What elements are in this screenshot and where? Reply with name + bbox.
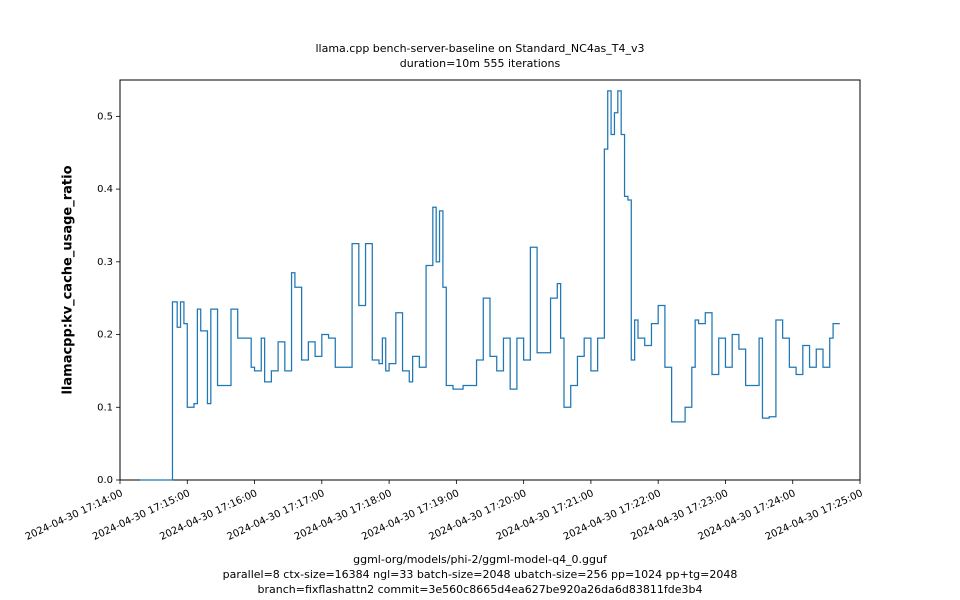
y-tick-label: 0.5 [97, 111, 113, 122]
y-tick-label: 0.4 [97, 184, 113, 195]
footer-line-2: parallel=8 ctx-size=16384 ngl=33 batch-s… [0, 568, 960, 583]
chart-svg: 0.00.10.20.30.40.52024-04-30 17:14:00202… [0, 0, 960, 600]
y-tick-label: 0.1 [97, 402, 113, 413]
chart-container: llama.cpp bench-server-baseline on Stand… [0, 0, 960, 600]
y-tick-label: 0.0 [97, 475, 113, 486]
footer-line-1: ggml-org/models/phi-2/ggml-model-q4_0.gg… [0, 553, 960, 568]
chart-footer: ggml-org/models/phi-2/ggml-model-q4_0.gg… [0, 553, 960, 598]
y-tick-label: 0.3 [97, 257, 113, 268]
footer-line-3: branch=fixflashattn2 commit=3e560c8665d4… [0, 583, 960, 598]
plot-area [120, 80, 860, 480]
data-series-line [140, 91, 840, 480]
y-tick-label: 0.2 [97, 330, 113, 341]
